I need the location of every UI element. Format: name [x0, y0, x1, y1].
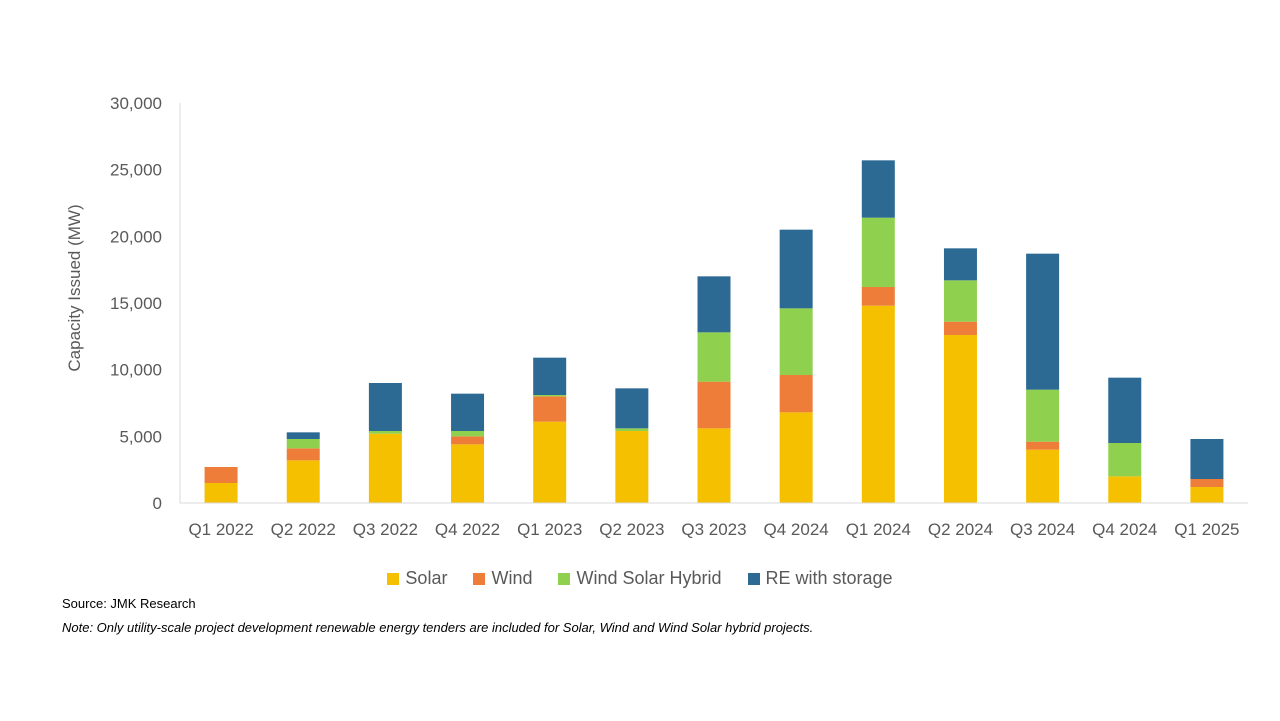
bar-segment-solar — [204, 483, 238, 503]
bar-segment-re-with-storage — [286, 432, 320, 439]
bar-segment-re-with-storage — [697, 276, 731, 333]
x-tick-label: Q1 2025 — [1174, 520, 1239, 539]
bar-segment-solar — [1190, 487, 1224, 503]
x-tick-label: Q1 2023 — [517, 520, 582, 539]
bar-segment-solar — [861, 305, 895, 503]
note-text: Note: Only utility-scale project develop… — [62, 620, 814, 635]
x-tick-label: Q1 2022 — [188, 520, 253, 539]
legend-swatch — [473, 572, 486, 585]
x-tick-label: Q3 2023 — [681, 520, 746, 539]
bar-segment-wind — [1190, 479, 1224, 487]
bar-segment-wind-solar-hybrid — [368, 431, 402, 434]
x-tick-label: Q4 2024 — [1092, 520, 1157, 539]
bar-segment-solar — [615, 431, 649, 503]
bar-segment-wind-solar-hybrid — [451, 431, 485, 437]
y-tick-label: 0 — [153, 494, 162, 513]
bar-segment-solar — [1026, 449, 1060, 503]
y-tick-label: 20,000 — [110, 227, 162, 246]
bar-segment-wind — [204, 467, 238, 483]
bar-segment-wind — [779, 375, 813, 413]
bar-segment-re-with-storage — [1190, 439, 1224, 479]
x-tick-label: Q2 2022 — [271, 520, 336, 539]
legend-item: RE with storage — [747, 568, 893, 589]
bar-segment-re-with-storage — [615, 388, 649, 429]
x-tick-label: Q3 2022 — [353, 520, 418, 539]
bar-segment-wind-solar-hybrid — [1108, 443, 1142, 477]
bar-segment-solar — [779, 412, 813, 503]
source-text: Source: JMK Research — [62, 596, 196, 611]
legend-label: Solar — [405, 568, 448, 588]
bar-segment-wind — [697, 381, 731, 429]
legend-swatch — [387, 572, 400, 585]
y-tick-label: 30,000 — [110, 94, 162, 113]
y-tick-label: 15,000 — [110, 294, 162, 313]
y-tick-label: 10,000 — [110, 361, 162, 380]
legend-label: RE with storage — [765, 568, 893, 588]
bar-segment-solar — [368, 433, 402, 503]
bar-segment-wind — [861, 287, 895, 306]
bar-segment-wind-solar-hybrid — [943, 280, 977, 322]
bar-segment-wind — [451, 436, 485, 445]
legend-label: Wind — [491, 568, 533, 588]
bar-segment-re-with-storage — [533, 357, 567, 395]
bar-segment-wind — [533, 396, 567, 422]
x-tick-label: Q3 2024 — [1010, 520, 1075, 539]
y-axis-title: Capacity Issued (MW) — [65, 204, 84, 371]
legend-label: Wind Solar Hybrid — [576, 568, 722, 588]
x-tick-label: Q1 2024 — [846, 520, 911, 539]
bar-segment-wind-solar-hybrid — [697, 332, 731, 382]
bar-segment-re-with-storage — [861, 160, 895, 218]
bar-segment-solar — [533, 421, 567, 503]
x-tick-label: Q4 2024 — [764, 520, 829, 539]
bar-segment-solar — [286, 460, 320, 503]
y-axis: 0 5,000 10,000 15,000 20,000 25,000 30,000 — [110, 94, 181, 513]
bar-segment-wind-solar-hybrid — [1026, 389, 1060, 442]
bar-segment-re-with-storage — [943, 248, 977, 281]
stacked-bar-chart: 0 5,000 10,000 15,000 20,000 25,000 30,000 Q1 … — [65, 94, 1248, 539]
bar-segment-wind-solar-hybrid — [779, 308, 813, 375]
legend-swatch — [747, 572, 760, 585]
bar-segment-wind-solar-hybrid — [861, 217, 895, 287]
x-tick-label: Q4 2022 — [435, 520, 500, 539]
bar-segment-solar — [943, 335, 977, 503]
bar-segment-wind-solar-hybrid — [286, 439, 320, 449]
bar-segment-wind — [286, 448, 320, 461]
y-tick-label: 25,000 — [110, 161, 162, 180]
bars — [204, 160, 1224, 503]
y-tick-label: 5,000 — [119, 427, 162, 446]
bar-segment-solar — [697, 428, 731, 503]
bar-segment-wind-solar-hybrid — [615, 428, 649, 431]
bar-segment-re-with-storage — [779, 229, 813, 309]
x-axis: Q1 2022 Q2 2022 Q3 2022 Q4 2022 Q1 2023 Q2 20… — [180, 502, 1248, 539]
legend: Solar Wind Wind Solar Hybrid RE with storag… — [0, 568, 1280, 589]
bar-segment-re-with-storage — [451, 393, 485, 431]
bar-segment-wind-solar-hybrid — [533, 395, 567, 397]
x-tick-label: Q2 2023 — [599, 520, 664, 539]
bar-segment-re-with-storage — [368, 383, 402, 431]
legend-swatch — [558, 572, 571, 585]
legend-item: Wind Solar Hybrid — [558, 568, 722, 589]
bar-segment-wind — [943, 321, 977, 335]
bar-segment-re-with-storage — [1108, 377, 1142, 443]
bar-segment-solar — [451, 444, 485, 503]
x-tick-label: Q2 2024 — [928, 520, 993, 539]
bar-segment-re-with-storage — [1026, 253, 1060, 390]
legend-item: Solar — [387, 568, 447, 589]
legend-item: Wind — [473, 568, 532, 589]
bar-segment-solar — [1108, 476, 1142, 503]
bar-segment-wind — [1026, 441, 1060, 450]
